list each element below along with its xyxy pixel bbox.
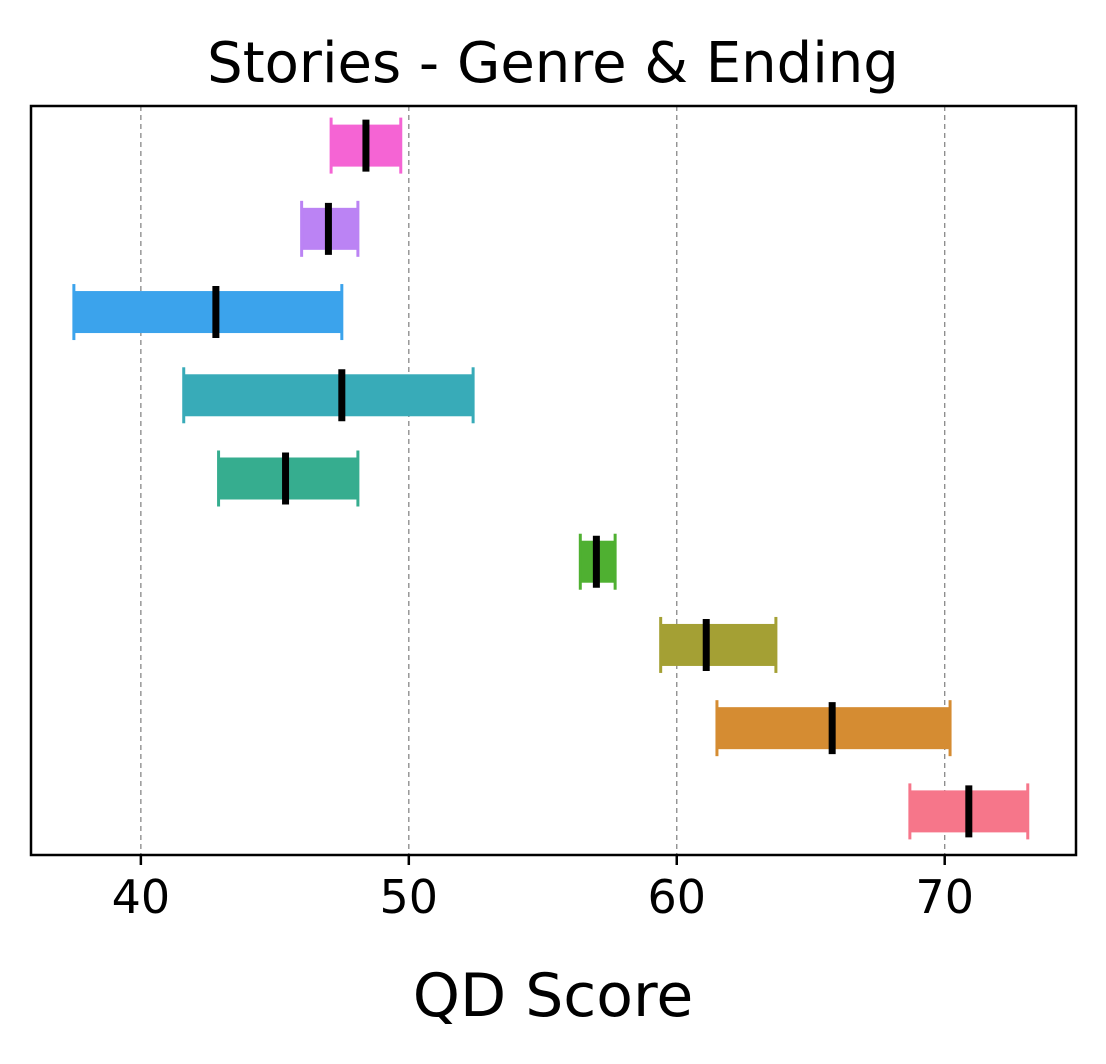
range-row [300,200,360,257]
x-axis-ticks: 40 50 60 70 [112,855,974,924]
range-row [72,284,344,341]
x-axis-label: QD Score [413,961,694,1031]
x-tick-label: 40 [112,870,171,924]
range-row [715,700,952,757]
range-row [182,367,475,424]
plot-frame [29,104,1078,857]
range-bars [72,117,1030,840]
x-tick-label: 70 [915,870,974,924]
range-bar [73,291,342,334]
range-row [578,533,617,590]
chart-title: Stories - Genre & Ending [207,31,899,96]
range-row [908,783,1030,840]
range-bar [183,374,474,417]
range-row [217,450,360,507]
x-tick-label: 60 [647,870,706,924]
range-row [329,117,403,174]
x-tick-label: 50 [380,870,439,924]
range-bar [660,623,776,666]
range-row [659,616,778,673]
